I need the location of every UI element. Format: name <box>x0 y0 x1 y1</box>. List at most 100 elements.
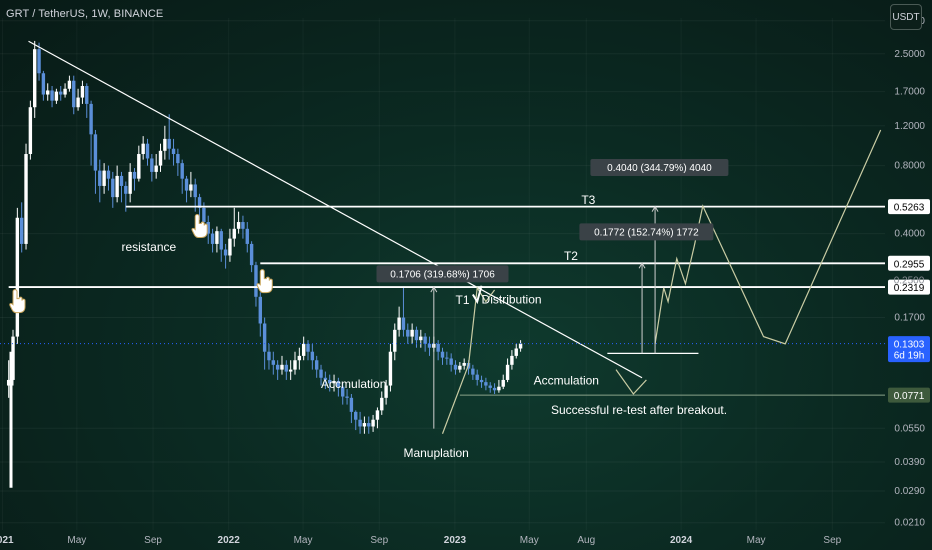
candle-body <box>6 379 11 386</box>
candle-body <box>358 419 362 427</box>
candle-body <box>154 165 158 172</box>
candle-body <box>492 387 497 391</box>
hidden-price-tick: 0.2500 <box>894 276 925 287</box>
candle-body <box>33 49 37 108</box>
candle-body <box>67 80 72 89</box>
candle-body <box>314 360 319 370</box>
target-arrowhead <box>638 262 646 269</box>
candle-body <box>145 143 150 159</box>
candle-body <box>518 343 523 349</box>
annotation-t3: T3 <box>581 193 595 207</box>
candle-body <box>297 355 302 361</box>
candle-body <box>119 175 124 186</box>
price-label-text: 0.2319 <box>894 283 925 294</box>
candle-body <box>28 107 33 155</box>
candle-body <box>271 360 276 365</box>
candle-body <box>219 231 223 250</box>
current-price-label-countdown: 6d 19h <box>894 351 925 362</box>
support-price-label <box>888 387 930 403</box>
x-tick-label: Aug <box>577 535 595 546</box>
candle-body <box>284 364 289 372</box>
candle-body <box>11 336 15 380</box>
target-box-label: 0.1706 (319.68%) 1706 <box>390 269 495 280</box>
candle-body <box>245 228 249 244</box>
candle-body <box>288 369 293 372</box>
symbol-header: GRT / TetherUS, 1W, BINANCE <box>6 8 164 20</box>
candle-body <box>380 397 384 411</box>
candle-body <box>328 379 332 384</box>
candle-body <box>93 134 98 171</box>
candle-body <box>41 73 46 95</box>
x-tick-label: May <box>294 535 313 546</box>
x-tick-label: May <box>67 535 86 546</box>
candle-body <box>423 336 427 344</box>
candle-body <box>76 97 80 108</box>
annotation-t2: T2 <box>564 249 578 263</box>
candle-body <box>505 364 510 380</box>
target-box-label: 0.1772 (152.74%) 1772 <box>594 227 699 238</box>
candle-body <box>24 154 28 244</box>
candle-body <box>301 343 306 356</box>
drawing-lines <box>0 40 885 488</box>
candle-body <box>484 382 488 386</box>
candle-body <box>497 386 501 391</box>
candle-body <box>427 343 432 348</box>
annotation-accumulation: Accmulation <box>321 377 386 391</box>
candle-body <box>267 351 271 361</box>
target-arrowhead <box>651 205 659 212</box>
annotations: 0.1706 (319.68%) 1706 0.1772 (152.74%) 17… <box>9 159 930 460</box>
y-tick-label: 0.0390 <box>894 457 925 468</box>
candle-body <box>510 355 514 365</box>
candle-body <box>475 374 479 380</box>
candle-body <box>319 369 323 378</box>
current-price-label-text: 0.1303 <box>894 340 925 351</box>
candle-body <box>419 336 423 341</box>
x-tick-label: Sep <box>144 535 162 546</box>
x-tick-label: 2023 <box>444 535 467 546</box>
candle-body <box>349 397 354 412</box>
y-tick-label: 1.2000 <box>894 121 925 132</box>
candle-body <box>124 185 128 194</box>
x-tick-label: May <box>520 535 539 546</box>
target-box <box>590 159 729 177</box>
retest-path <box>615 369 647 395</box>
price-label <box>888 279 930 295</box>
candle-body <box>111 178 115 198</box>
candle-body <box>141 143 145 155</box>
currency-button[interactable]: USDT <box>890 4 922 30</box>
downtrend-line <box>28 40 643 379</box>
candle-body <box>115 175 119 198</box>
candle-body <box>171 148 176 155</box>
candle-body <box>98 170 102 186</box>
candle-body <box>345 396 349 398</box>
candle-body <box>184 178 189 191</box>
candle-body <box>397 317 401 330</box>
candle-body <box>501 379 505 387</box>
target-box <box>579 223 714 241</box>
y-tick-label: 2.5000 <box>894 49 925 60</box>
pointing-hand-icon <box>191 214 208 238</box>
price-label <box>888 255 930 271</box>
x-tick-label: 2024 <box>670 535 693 546</box>
candle-body <box>471 368 475 375</box>
annotation-manipulation: Manuplation <box>403 446 468 460</box>
candle-body <box>384 385 388 398</box>
candle-body <box>54 91 59 101</box>
target-box-label: 0.4040 (344.79%) 4040 <box>607 163 712 174</box>
candle-body <box>72 80 76 108</box>
candle-body <box>180 163 184 179</box>
candle-body <box>85 86 89 104</box>
y-tick-label: 0.0550 <box>894 423 925 434</box>
candle-body <box>388 351 393 386</box>
x-tick-label: 2022 <box>218 535 241 546</box>
current-price-label <box>888 336 930 363</box>
y-tick-label: 0.0210 <box>894 518 925 529</box>
candle-body <box>163 138 167 151</box>
y-tick-label: 1.7000 <box>894 87 925 98</box>
candle-body <box>332 381 336 384</box>
candle-body <box>341 386 345 397</box>
candle-body <box>202 207 206 223</box>
x-tick-label: Sep <box>823 535 841 546</box>
candle-body <box>479 379 484 383</box>
